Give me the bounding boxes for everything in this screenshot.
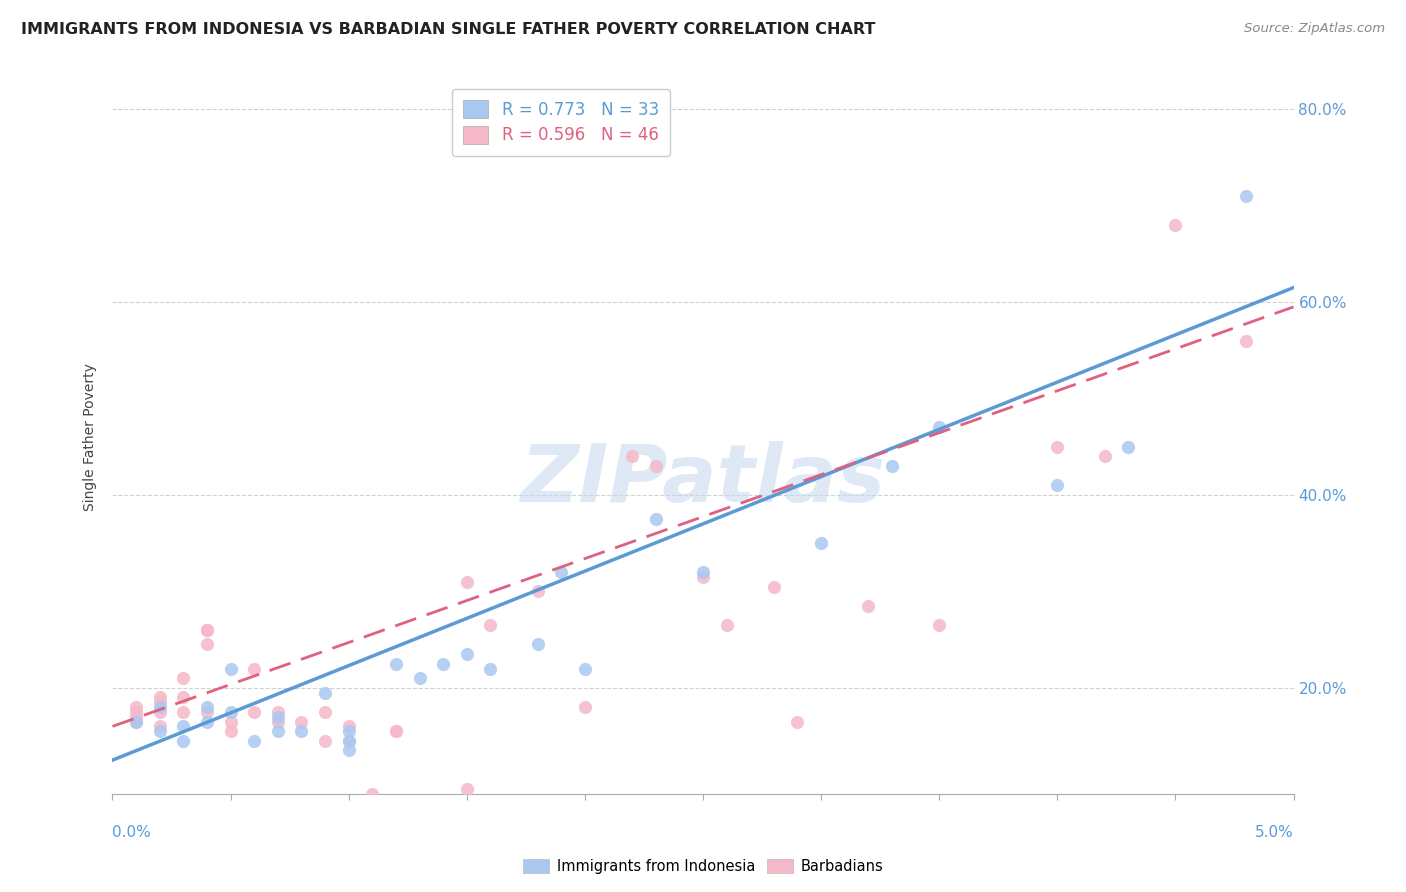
Point [243, 734, 266, 748]
Point [1234, 189, 1257, 203]
Point [385, 657, 408, 671]
Point [574, 700, 596, 714]
Point [858, 599, 880, 613]
Point [267, 714, 290, 729]
Point [880, 458, 903, 473]
Point [456, 647, 478, 661]
Legend: Immigrants from Indonesia, Barbadians: Immigrants from Indonesia, Barbadians [517, 854, 889, 880]
Point [195, 637, 218, 651]
Point [692, 570, 714, 584]
Point [762, 580, 785, 594]
Point [692, 565, 714, 579]
Point [456, 574, 478, 589]
Point [432, 657, 454, 671]
Point [314, 685, 336, 699]
Text: 5.0%: 5.0% [1254, 825, 1294, 840]
Point [267, 724, 290, 739]
Point [574, 661, 596, 675]
Point [219, 661, 242, 675]
Point [125, 705, 148, 719]
Point [1164, 218, 1187, 232]
Point [172, 690, 194, 705]
Point [267, 710, 290, 724]
Point [243, 705, 266, 719]
Point [195, 705, 218, 719]
Point [526, 584, 548, 599]
Point [172, 705, 194, 719]
Text: 0.0%: 0.0% [112, 825, 152, 840]
Point [149, 700, 172, 714]
Point [928, 420, 950, 434]
Point [1046, 440, 1069, 454]
Point [479, 618, 502, 632]
Point [810, 536, 832, 550]
Point [172, 719, 194, 733]
Point [219, 714, 242, 729]
Point [456, 782, 478, 797]
Point [361, 787, 384, 801]
Point [290, 724, 312, 739]
Y-axis label: Single Father Poverty: Single Father Poverty [83, 363, 97, 511]
Point [644, 458, 666, 473]
Point [125, 710, 148, 724]
Point [337, 743, 360, 757]
Point [267, 705, 290, 719]
Point [219, 724, 242, 739]
Point [385, 724, 408, 739]
Point [149, 719, 172, 733]
Point [550, 565, 572, 579]
Point [1094, 450, 1116, 464]
Text: ZIPatlas: ZIPatlas [520, 441, 886, 519]
Point [1116, 440, 1139, 454]
Point [219, 705, 242, 719]
Point [125, 700, 148, 714]
Point [125, 714, 148, 729]
Point [337, 719, 360, 733]
Point [149, 724, 172, 739]
Point [337, 724, 360, 739]
Point [195, 714, 218, 729]
Point [621, 450, 644, 464]
Text: IMMIGRANTS FROM INDONESIA VS BARBADIAN SINGLE FATHER POVERTY CORRELATION CHART: IMMIGRANTS FROM INDONESIA VS BARBADIAN S… [21, 22, 876, 37]
Point [290, 714, 312, 729]
Text: Source: ZipAtlas.com: Source: ZipAtlas.com [1244, 22, 1385, 36]
Point [149, 690, 172, 705]
Point [337, 734, 360, 748]
Point [385, 724, 408, 739]
Point [479, 661, 502, 675]
Legend: R = 0.773   N = 33, R = 0.596   N = 46: R = 0.773 N = 33, R = 0.596 N = 46 [451, 88, 671, 156]
Point [149, 705, 172, 719]
Point [928, 618, 950, 632]
Point [408, 671, 430, 685]
Point [526, 637, 548, 651]
Point [337, 734, 360, 748]
Point [195, 623, 218, 637]
Point [786, 714, 808, 729]
Point [314, 705, 336, 719]
Point [149, 695, 172, 709]
Point [195, 623, 218, 637]
Point [172, 671, 194, 685]
Point [125, 714, 148, 729]
Point [716, 618, 738, 632]
Point [243, 661, 266, 675]
Point [644, 512, 666, 526]
Point [1234, 334, 1257, 348]
Point [1046, 478, 1069, 492]
Point [195, 700, 218, 714]
Point [314, 734, 336, 748]
Point [172, 734, 194, 748]
